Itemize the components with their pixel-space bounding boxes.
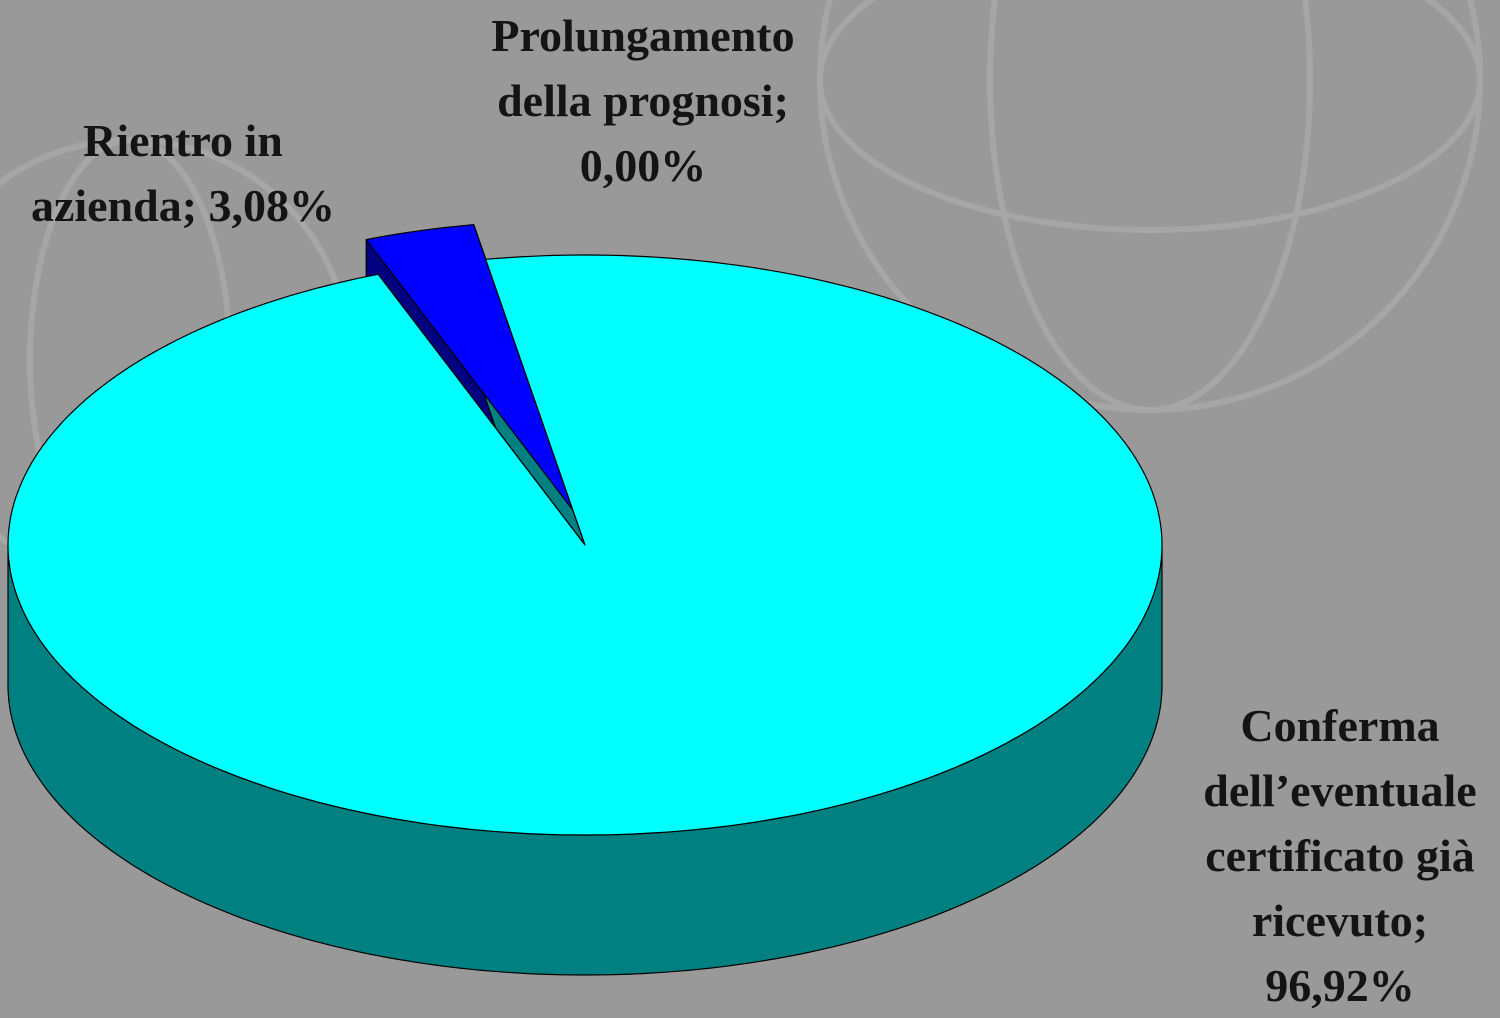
data-label: Conferma dell’eventuale certificato già …	[1180, 693, 1500, 1018]
slice	[365, 224, 574, 511]
data-label: Prolungamento della prognosi; 0,00%	[458, 3, 828, 198]
slice	[7, 254, 1163, 836]
slice-value: 3,08%	[208, 180, 336, 231]
slice-value: 0,00%	[579, 140, 707, 191]
slice-name: Rientro in azienda;	[30, 115, 283, 231]
slice-name: Prolungamento della prognosi;	[491, 10, 795, 126]
data-label: Rientro in azienda; 3,08%	[0, 108, 368, 238]
slice-value: 96,92%	[1265, 960, 1415, 1011]
pie	[7, 224, 1163, 976]
slice-name: Conferma dell’eventuale certificato già …	[1203, 700, 1477, 946]
